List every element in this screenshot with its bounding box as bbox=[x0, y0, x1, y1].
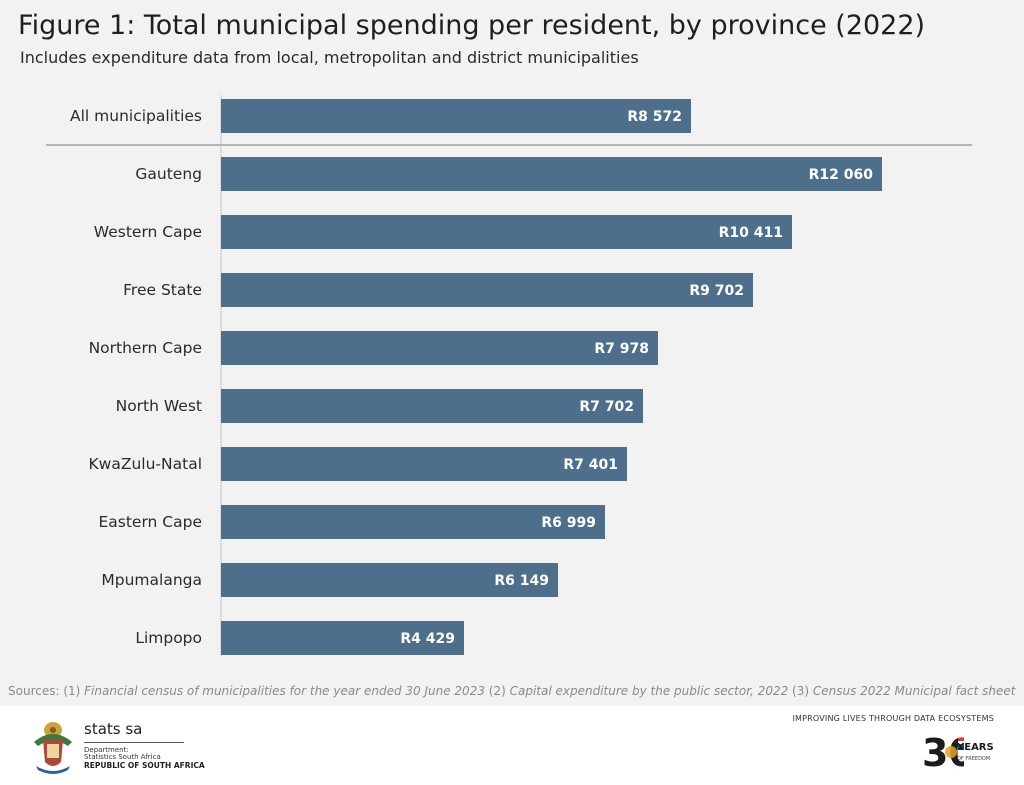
value-label: R9 702 bbox=[689, 283, 744, 299]
value-label: R12 060 bbox=[809, 167, 874, 183]
category-label: Western Cape bbox=[94, 223, 202, 241]
bar-kwazulu-natal bbox=[221, 447, 627, 481]
org-republic: REPUBLIC OF SOUTH AFRICA bbox=[84, 761, 205, 770]
value-label: R7 401 bbox=[563, 457, 618, 473]
category-label: Limpopo bbox=[135, 629, 202, 647]
bar-limpopo bbox=[221, 621, 464, 655]
org-department-name: Statistics South Africa bbox=[84, 753, 161, 761]
value-label: R8 572 bbox=[627, 109, 682, 125]
tagline: IMPROVING LIVES THROUGH DATA ECOSYSTEMS bbox=[792, 714, 994, 723]
source-2: Capital expenditure by the public sector… bbox=[509, 684, 789, 698]
thirty-years-badge-icon: 30 bbox=[922, 731, 964, 775]
category-label: Mpumalanga bbox=[101, 571, 202, 589]
value-label: R10 411 bbox=[719, 225, 783, 241]
bar-northern-cape bbox=[221, 331, 658, 365]
sources-sep-3: (3) bbox=[788, 684, 813, 698]
footer: stats sa Department: Statistics South Af… bbox=[0, 706, 1024, 785]
bar-eastern-cape bbox=[221, 505, 605, 539]
source-3: Census 2022 Municipal fact sheet bbox=[812, 684, 1016, 698]
chart-panel: Figure 1: Total municipal spending per r… bbox=[0, 0, 1024, 706]
badge-number: 30 bbox=[922, 731, 964, 775]
sources-note: Sources: (1) Financial census of municip… bbox=[8, 684, 1016, 698]
chart-title: Figure 1: Total municipal spending per r… bbox=[18, 10, 926, 41]
badge-freedom: OF FREEDOM bbox=[957, 756, 991, 762]
category-label: KwaZulu-Natal bbox=[89, 455, 202, 473]
value-label: R6 149 bbox=[494, 573, 549, 589]
bar-gauteng bbox=[221, 157, 882, 191]
sources-sep-2: (2) bbox=[484, 684, 510, 698]
org-divider bbox=[84, 742, 184, 743]
coat-of-arms-icon bbox=[34, 722, 72, 774]
bar-free-state bbox=[221, 273, 753, 307]
bar-western-cape bbox=[221, 215, 792, 249]
category-label: North West bbox=[116, 397, 202, 415]
sources-prefix: Sources: (1) bbox=[8, 684, 85, 698]
bar-mpumalanga bbox=[221, 563, 558, 597]
source-1: Financial census of municipalities for t… bbox=[84, 684, 485, 698]
category-label: Gauteng bbox=[135, 165, 202, 183]
value-label: R7 702 bbox=[579, 399, 634, 415]
category-label: Free State bbox=[123, 281, 202, 299]
chart-subtitle: Includes expenditure data from local, me… bbox=[20, 48, 639, 67]
bar-north-west bbox=[221, 389, 643, 423]
value-label: R7 978 bbox=[594, 341, 649, 357]
bar-chart: R8 572 All municipalities R12 060 Gauteng R1… bbox=[46, 95, 972, 656]
value-label: R4 429 bbox=[400, 631, 455, 647]
value-label: R6 999 bbox=[541, 515, 596, 531]
org-department-label: Department: bbox=[84, 746, 129, 754]
category-label: Eastern Cape bbox=[98, 513, 202, 531]
category-label: Northern Cape bbox=[89, 339, 202, 357]
category-label: All municipalities bbox=[70, 107, 202, 125]
org-name: stats sa bbox=[84, 720, 143, 738]
bar-all-municipalities bbox=[221, 99, 691, 133]
badge-years: YEARS bbox=[957, 742, 994, 753]
